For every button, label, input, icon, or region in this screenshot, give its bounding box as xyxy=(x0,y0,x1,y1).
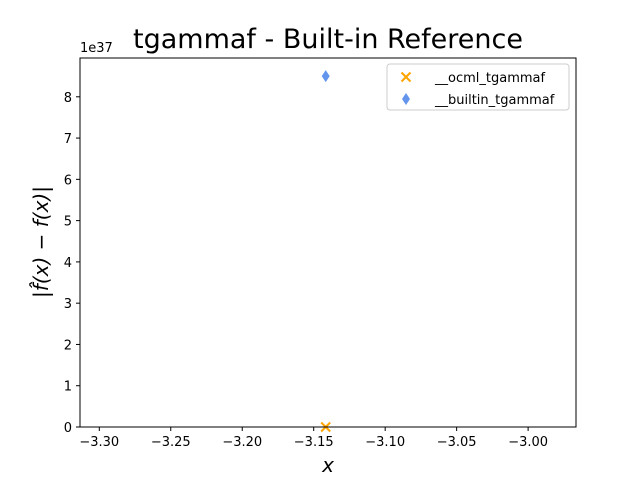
x-axis: −3.30 −3.25 −3.20 −3.15 −3.10 −3.05 −3.00 xyxy=(79,427,548,450)
legend-box xyxy=(386,63,570,111)
data-point-builtin xyxy=(321,70,330,83)
x-tick-label: −3.00 xyxy=(508,435,548,450)
chart-title: tgammaf - Built-in Reference xyxy=(133,24,523,55)
y-tick-label: 7 xyxy=(64,132,72,147)
y-axis: 0 1 2 3 4 5 6 7 8 xyxy=(64,91,80,436)
y-axis-label: |f̂(x) − f(x)| xyxy=(29,186,53,298)
legend: __ocml_tgammaf __builtin_tgammaf xyxy=(386,63,570,111)
x-tick-label: −3.25 xyxy=(151,435,191,450)
y-tick-label: 6 xyxy=(64,173,72,188)
legend-label: __builtin_tgammaf xyxy=(434,93,555,108)
y-tick-label: 1 xyxy=(64,380,72,395)
plot-area xyxy=(320,70,331,433)
x-tick-label: −3.15 xyxy=(294,435,334,450)
legend-label: __ocml_tgammaf xyxy=(434,71,545,86)
x-tick-label: −3.20 xyxy=(222,435,262,450)
legend-marker-0 xyxy=(400,71,412,83)
plot-frame xyxy=(79,57,577,428)
x-tick-label: −3.10 xyxy=(365,435,405,450)
y-tick-label: 8 xyxy=(64,91,72,106)
y-tick-label: 2 xyxy=(64,338,72,353)
y-tick-label: 0 xyxy=(64,421,72,436)
x-axis-label: x xyxy=(321,453,334,477)
y-tick-label: 4 xyxy=(64,256,72,271)
legend-marker-1 xyxy=(402,93,410,105)
x-tick-label: −3.30 xyxy=(79,435,119,450)
y-tick-label: 3 xyxy=(64,297,72,312)
x-tick-label: −3.05 xyxy=(437,435,477,450)
y-tick-label: 5 xyxy=(64,215,72,230)
y-offset-label: 1e37 xyxy=(80,41,113,56)
